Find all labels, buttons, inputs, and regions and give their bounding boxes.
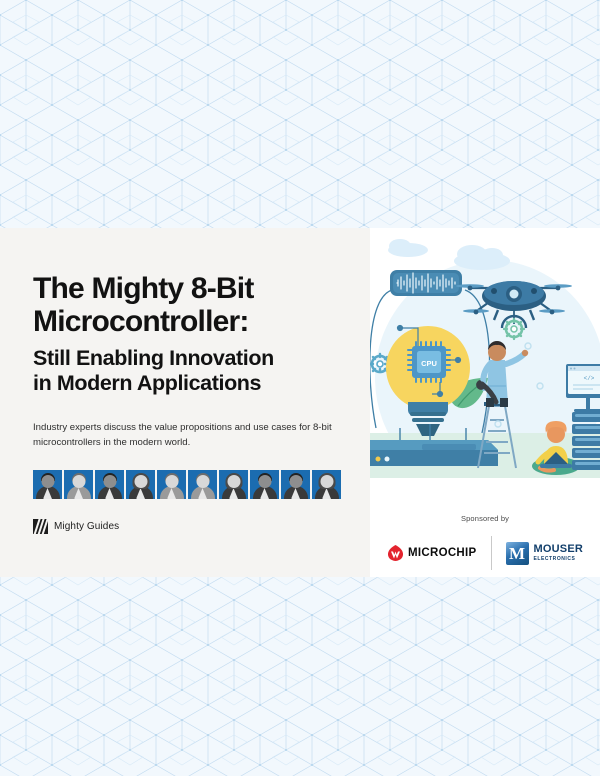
contributor-avatar-6: [188, 470, 217, 499]
contributor-avatar-3: [95, 470, 124, 499]
cloud: [388, 239, 510, 270]
contributor-avatar-2: [64, 470, 93, 499]
sponsored-by-label: Sponsored by: [460, 514, 510, 523]
mouser-wordmark: MOUSER ELECTRONICS: [534, 544, 583, 562]
iot-microcontroller-illustration: CPU: [370, 228, 600, 478]
mighty-guides-mark-icon: [33, 519, 48, 534]
contributor-avatar-5: [157, 470, 186, 499]
mighty-guides-label: Mighty Guides: [54, 521, 120, 532]
engineer-on-ladder: [476, 341, 529, 469]
ebook-cover-card: The Mighty 8-Bit Microcontroller: Still …: [0, 228, 600, 577]
monitor: </>: [566, 364, 600, 412]
mighty-guides-logo: Mighty Guides: [33, 519, 340, 534]
waveform-panel: [390, 270, 462, 296]
cpu-label: CPU: [421, 359, 437, 368]
circuit-board: [370, 424, 498, 466]
developer-with-laptop: [532, 421, 580, 475]
microchip-label: MICROCHIP: [408, 547, 477, 559]
contributor-avatar-1: [33, 470, 62, 499]
subtitle-line-1: Still Enabling Innovation: [33, 346, 274, 370]
contributor-avatar-8: [250, 470, 279, 499]
microchip-logo[interactable]: MICROCHIP: [387, 545, 491, 561]
subtitle-line-2: in Modern Applications: [33, 371, 262, 395]
title-line-2: Microcontroller:: [33, 305, 249, 338]
contributor-avatar-4: [126, 470, 155, 499]
cover-text-panel: The Mighty 8-Bit Microcontroller: Still …: [0, 228, 370, 577]
contributor-avatar-9: [281, 470, 310, 499]
microchip-flame-icon: [387, 545, 404, 561]
page-title: The Mighty 8-Bit Microcontroller:: [33, 272, 340, 338]
mouser-logo[interactable]: M MOUSER ELECTRONICS: [492, 541, 583, 565]
svg-text:</>: </>: [584, 375, 595, 382]
cpu-chip: CPU: [407, 341, 451, 383]
title-line-1: The Mighty 8-Bit: [33, 272, 254, 305]
mouser-tagline: ELECTRONICS: [533, 556, 576, 562]
sponsor-logos: MICROCHIP M MOUSER ELECTRONICS: [387, 536, 583, 570]
contributor-avatar-10: [312, 470, 341, 499]
mouser-m-icon: M: [505, 541, 529, 565]
drone: [456, 281, 572, 341]
sponsor-block: Sponsored by MICROCHIP M MOUSER: [370, 480, 600, 577]
cover-description: Industry experts discuss the value propo…: [33, 422, 332, 448]
contributor-avatar-7: [219, 470, 248, 499]
cover-illustration-panel: CPU: [370, 228, 600, 577]
sponsor-divider: [490, 536, 492, 570]
lightbulb: CPU: [386, 324, 470, 436]
mouser-label: MOUSER: [533, 543, 583, 555]
contributor-avatar-row: [33, 470, 341, 499]
server-rack: [572, 412, 600, 470]
gear: [370, 352, 390, 374]
page-subtitle: Still Enabling Innovation in Modern Appl…: [33, 346, 340, 396]
